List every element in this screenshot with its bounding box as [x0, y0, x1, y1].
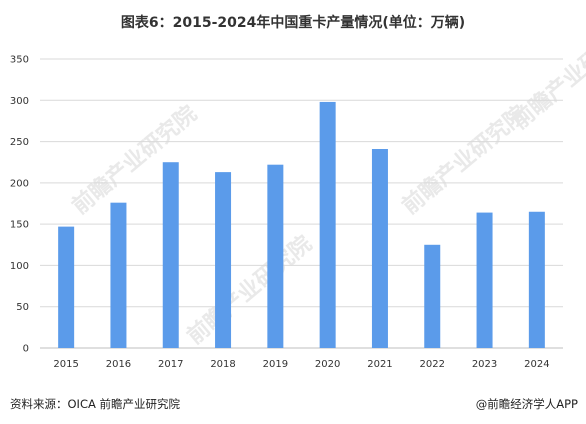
x-axis: 2015 2016 2017 2018 2019 2020 2021 2022 2023 2024 [53, 359, 549, 370]
y-tick-label-250: 250 [10, 137, 29, 148]
bar-2015 [58, 226, 75, 348]
y-tick-label-150: 150 [10, 220, 29, 231]
x-tick-label-2022: 2022 [420, 359, 445, 370]
bars [58, 101, 545, 349]
watermark-4: 前瞻产业研究院 [507, 16, 586, 135]
y-tick-label-200: 200 [10, 178, 29, 189]
y-tick-label-350: 350 [10, 55, 29, 66]
x-tick-label-2015: 2015 [53, 359, 78, 370]
x-tick-label-2018: 2018 [210, 359, 235, 370]
source-note: 资料来源：OICA 前瞻产业研究院 [10, 397, 180, 411]
bar-2019 [267, 164, 284, 348]
y-tick-label-300: 300 [10, 96, 29, 107]
bar-2017 [162, 162, 179, 348]
watermark-1: 前瞻产业研究院 [67, 101, 202, 220]
bar-2018 [215, 172, 232, 348]
y-axis: 0 50 100 150 200 250 300 350 [10, 55, 29, 355]
x-tick-label-2019: 2019 [263, 359, 288, 370]
x-tick-label-2016: 2016 [106, 359, 131, 370]
y-tick-label-100: 100 [10, 261, 29, 272]
bar-2021 [371, 149, 388, 348]
x-tick-label-2017: 2017 [158, 359, 183, 370]
y-tick-label-0: 0 [23, 344, 29, 355]
x-tick-label-2020: 2020 [315, 359, 340, 370]
gridlines [40, 58, 563, 349]
x-tick-label-2023: 2023 [472, 359, 497, 370]
watermark-2: 前瞻产业研究院 [182, 231, 317, 350]
bar-2016 [110, 202, 127, 348]
chart-title: 图表6：2015-2024年中国重卡产量情况(单位：万辆) [121, 14, 465, 31]
bar-2020 [319, 101, 336, 349]
y-tick-label-50: 50 [16, 302, 29, 313]
x-tick-label-2021: 2021 [367, 359, 392, 370]
bar-2022 [424, 244, 441, 348]
bar-2024 [528, 211, 545, 348]
x-tick-label-2024: 2024 [524, 359, 549, 370]
credit-note: @前瞻经济学人APP [476, 397, 578, 411]
bar-2023 [476, 212, 493, 348]
